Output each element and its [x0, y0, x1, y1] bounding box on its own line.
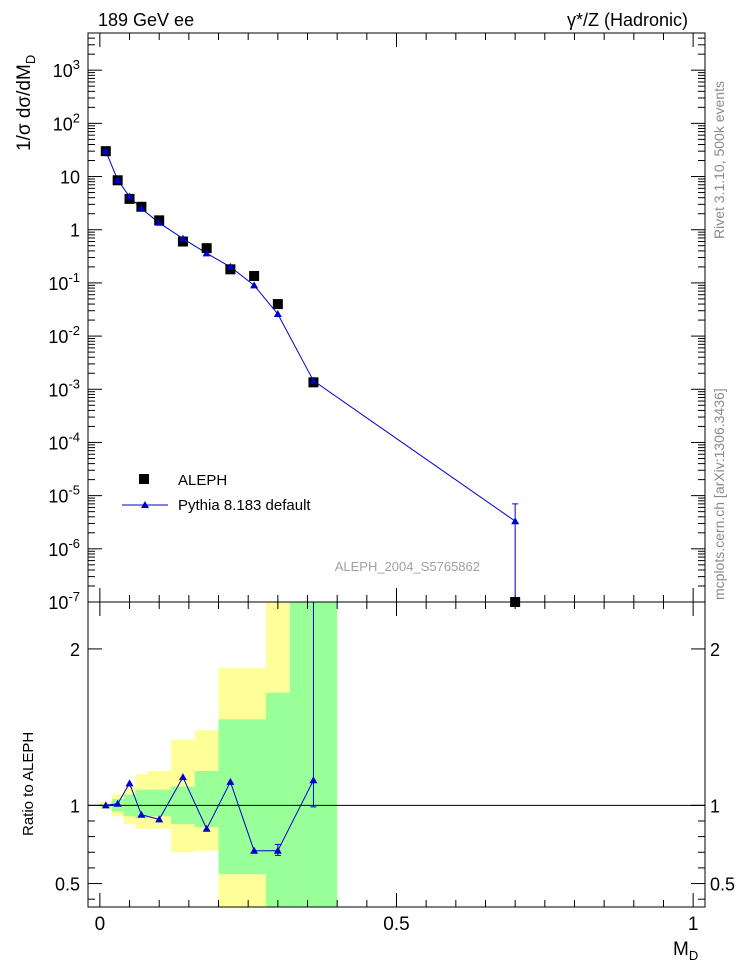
main-y-tick-label: 10-5 [48, 483, 80, 507]
ratio-y-axis-title: Ratio to ALEPH [20, 732, 37, 836]
x-tick-labels: 0 0.5 1 [95, 914, 699, 935]
main-watermark: ALEPH_2004_S5765862 [335, 559, 480, 574]
pythia-main-point [309, 376, 318, 384]
pythia-main-point [273, 310, 282, 318]
pythia-main-point [511, 517, 520, 525]
ratio-band-green [194, 770, 219, 828]
pythia-ratio-point [155, 815, 164, 823]
pythia-main-point [178, 234, 187, 242]
pythia-ratio-point [101, 801, 110, 809]
main-y-tick-label: 103 [53, 57, 80, 81]
main-series-layer [100, 146, 521, 607]
source-label: mcplots.cern.ch [arXiv:1306.3436] [711, 388, 727, 600]
pythia-ratio-point [226, 777, 235, 785]
main-y-tick-label: 102 [53, 110, 80, 134]
ratio-plot-frame [87, 601, 706, 908]
pythia-ratio-point [250, 846, 259, 854]
ratio-band-green [147, 789, 172, 817]
legend-label-pythia: Pythia 8.183 default [178, 497, 311, 514]
ratio-y-tick-label-left: 2 [70, 640, 80, 660]
pythia-ratio-point [113, 799, 122, 807]
ratio-axis-ticks [88, 602, 705, 907]
aleph-point [201, 243, 212, 254]
pythia-main-point [226, 262, 235, 270]
main-y-tick-label: 10-1 [48, 270, 80, 294]
ratio-band-green [135, 789, 148, 818]
pythia-ratio-point [202, 824, 211, 832]
main-y-tick-label: 10-6 [48, 536, 80, 560]
legend-label-aleph: ALEPH [178, 472, 227, 489]
ratio-y-tick-label-left: 1 [70, 796, 80, 816]
ratio-y-tick-label-left: 0.5 [55, 875, 80, 895]
pythia-main-point [101, 147, 110, 155]
main-y-tick-label: 1 [70, 221, 80, 241]
x-axis-title: MD [673, 939, 698, 963]
x-tick-label: 0.5 [383, 914, 409, 935]
pythia-main-point [113, 176, 122, 184]
pythia-ratio-point [178, 773, 187, 781]
main-y-tick-labels: 10-7 10-6 10-5 10-4 10-3 10-2 10-1 1 10 102 103 [48, 57, 80, 613]
aleph-point [272, 299, 283, 310]
main-y-tick-label: 10 [60, 168, 80, 188]
pythia-main-point [155, 218, 164, 226]
pythia-main-line [105, 151, 516, 522]
process-label: γ*/Z (Hadronic) [567, 10, 688, 30]
x-tick-label: 1 [688, 914, 699, 935]
pythia-main-point [125, 192, 134, 200]
x-tick-label: 0 [95, 914, 106, 935]
main-y-tick-label: 10-3 [48, 376, 80, 400]
main-y-tick-label: 10-2 [48, 323, 80, 347]
svg-text:1/σ dσ/dMD: 1/σ dσ/dMD [14, 55, 38, 151]
energy-label: 189 GeV ee [98, 10, 194, 30]
main-y-tick-label: 10-7 [48, 589, 80, 613]
main-y-tick-label: 10-4 [48, 429, 80, 453]
ratio-plot-panel: 0.5 0.51 12 2 0 0.5 1 Ratio to ALEPH MD [20, 601, 735, 963]
ratio-y-tick-label-right: 2 [710, 640, 720, 660]
rivet-version-label: Rivet 3.1.10, 500k events [711, 81, 727, 239]
main-y-axis-title: 1/σ dσ/dMD [14, 55, 38, 151]
legend-marker-pythia [141, 501, 149, 508]
ratio-y-tick-labels: 0.5 0.5 1 1 2 2 [55, 640, 735, 895]
ratio-y-tick-label-right: 1 [710, 796, 720, 816]
legend-marker-aleph [139, 474, 149, 484]
pythia-main-point [250, 281, 259, 289]
ratio-y-tick-label-right: 0.5 [710, 875, 735, 895]
main-axis-ticks [88, 32, 705, 603]
ratio-series-layer [101, 602, 318, 856]
main-plot-frame [87, 32, 706, 603]
pythia-ratio-point [273, 846, 282, 854]
pythia-main-point [137, 204, 146, 212]
ratio-band-green [265, 692, 290, 907]
ratio-band-green [218, 719, 266, 875]
aleph-point [249, 270, 260, 281]
pythia-main-point [202, 249, 211, 257]
legend: ALEPH Pythia 8.183 default [122, 472, 311, 514]
pythia-ratio-point [137, 810, 146, 818]
pythia-ratio-point [125, 779, 134, 787]
ratio-uncertainty-bands [88, 602, 705, 907]
pythia-ratio-point [309, 776, 318, 784]
main-plot-panel: 10-7 10-6 10-5 10-4 10-3 10-2 10-1 1 10 102 103 AL… [14, 32, 706, 613]
